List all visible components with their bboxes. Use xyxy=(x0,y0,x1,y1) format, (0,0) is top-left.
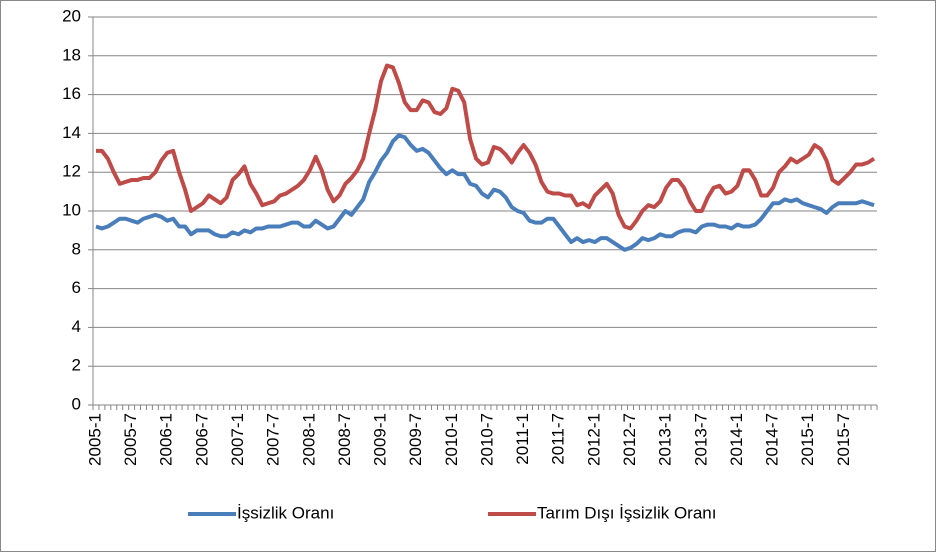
x-tick-label: 2010-1 xyxy=(442,413,461,466)
x-tick-label: 2014-1 xyxy=(727,413,746,466)
x-tick-label: 2010-7 xyxy=(477,413,496,466)
y-tick-label: 0 xyxy=(72,394,81,413)
y-tick-label: 20 xyxy=(62,6,81,25)
series-line xyxy=(95,63,876,231)
x-tick-label: 2012-7 xyxy=(620,413,639,466)
y-tick-label: 14 xyxy=(62,123,81,142)
y-tick-label: 18 xyxy=(62,45,81,64)
y-tick-label: 6 xyxy=(72,278,81,297)
x-tick-label: 2014-7 xyxy=(763,413,782,466)
y-tick-label: 4 xyxy=(72,317,81,336)
x-tick-label: 2011-1 xyxy=(513,413,532,465)
x-tick-label: 2007-1 xyxy=(228,413,247,466)
x-tick-label: 2007-7 xyxy=(264,413,283,466)
x-tick-label: 2013-7 xyxy=(691,413,710,466)
x-tick-label: 2008-1 xyxy=(299,413,318,466)
x-tick-label: 2013-1 xyxy=(656,413,675,466)
x-tick-label: 2008-7 xyxy=(335,413,354,466)
x-tick-label: 2009-7 xyxy=(406,413,425,466)
y-tick-label: 8 xyxy=(72,239,81,258)
x-tick-label: 2011-7 xyxy=(549,413,568,465)
legend-label: İşsizlik Oranı xyxy=(237,503,334,522)
legend-label: Tarım Dışı İşsizlik Oranı xyxy=(537,503,716,522)
y-tick-label: 10 xyxy=(62,200,81,219)
x-tick-label: 2005-7 xyxy=(121,413,140,466)
x-tick-label: 2015-1 xyxy=(798,413,817,466)
y-tick-label: 12 xyxy=(62,162,81,181)
series-line xyxy=(95,133,875,252)
y-tick-label: 16 xyxy=(62,84,81,103)
x-tick-label: 2012-1 xyxy=(584,413,603,466)
x-tick-label: 2006-7 xyxy=(192,413,211,466)
x-tick-label: 2006-1 xyxy=(157,413,176,466)
x-tick-label: 2009-1 xyxy=(371,413,390,466)
x-tick-label: 2005-1 xyxy=(85,413,104,466)
x-tick-label: 2015-7 xyxy=(834,413,853,466)
y-tick-label: 2 xyxy=(72,356,81,375)
